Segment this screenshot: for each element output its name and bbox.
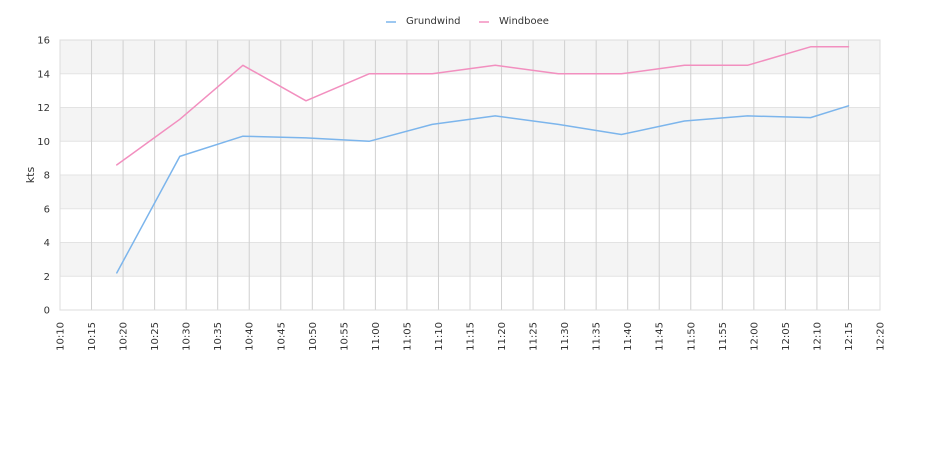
- series-layer: [116, 46, 850, 274]
- x-tick-label: 10:55: [339, 322, 350, 351]
- x-tick-label: 10:10: [56, 322, 67, 351]
- y-tick-label: 16: [37, 36, 50, 47]
- x-tick-label: 12:00: [749, 322, 760, 351]
- x-tick-label: 11:20: [497, 322, 508, 351]
- y-tick-label: 0: [44, 306, 50, 317]
- x-tick-label: 10:25: [150, 322, 161, 351]
- x-tick-label: 11:40: [623, 322, 634, 351]
- x-axis-ticks: 10:10 10:15 10:20 10:25 10:30 10:35 10:40 10:45…: [56, 322, 887, 351]
- legend-item[interactable]: Grundwind: [386, 16, 461, 27]
- legend-label: Windboee: [499, 16, 549, 27]
- series-line-windboee: [116, 46, 850, 166]
- x-tick-label: 11:00: [371, 322, 382, 351]
- x-tick-label: 10:30: [182, 322, 193, 351]
- legend-item[interactable]: Windboee: [479, 16, 549, 27]
- x-tick-label: 12:15: [844, 322, 855, 351]
- x-tick-label: 12:10: [812, 322, 823, 351]
- x-tick-label: 11:45: [655, 322, 666, 351]
- y-axis-title: kts: [24, 167, 37, 184]
- x-tick-label: 11:30: [560, 322, 571, 351]
- y-tick-label: 8: [44, 171, 50, 182]
- y-tick-label: 12: [37, 103, 50, 114]
- x-tick-label: 11:15: [466, 322, 477, 351]
- y-tick-label: 10: [37, 137, 50, 148]
- x-tick-label: 10:35: [213, 322, 224, 351]
- x-tick-label: 11:35: [592, 322, 603, 351]
- x-tick-label: 11:55: [718, 322, 729, 351]
- x-tick-label: 12:05: [781, 322, 792, 351]
- x-tick-label: 10:15: [87, 322, 98, 351]
- x-tick-label: 10:20: [119, 322, 130, 351]
- x-tick-label: 10:45: [276, 322, 287, 351]
- y-tick-label: 6: [44, 204, 50, 215]
- y-tick-label: 14: [37, 69, 50, 80]
- x-tick-label: 12:20: [876, 322, 887, 351]
- x-tick-label: 10:40: [245, 322, 256, 351]
- x-tick-label: 10:50: [308, 322, 319, 351]
- y-tick-label: 4: [44, 238, 50, 249]
- y-tick-label: 2: [44, 272, 50, 283]
- x-tick-label: 11:50: [686, 322, 697, 351]
- legend-label: Grundwind: [406, 16, 461, 27]
- y-axis-ticks: 0 2 4 6 8 10 12 14 16: [37, 36, 50, 317]
- x-tick-label: 11:10: [434, 322, 445, 351]
- x-tick-label: 11:25: [529, 322, 540, 351]
- plot-frame: [59, 39, 881, 311]
- legend: Grundwind Windboee: [386, 16, 549, 27]
- series-line-grundwind: [116, 105, 850, 274]
- x-tick-label: 11:05: [402, 322, 413, 351]
